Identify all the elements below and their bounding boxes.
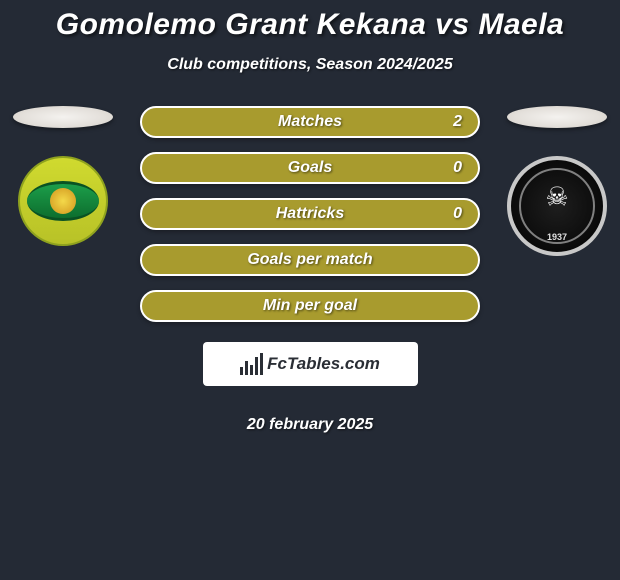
- comparison-body: Matches 2 Goals 0 Hattricks 0 Goals per …: [0, 106, 620, 434]
- stat-label: Goals: [288, 159, 332, 177]
- stat-label: Hattricks: [276, 205, 344, 223]
- subtitle: Club competitions, Season 2024/2025: [0, 56, 620, 74]
- club-badge-inner-icon: [27, 181, 99, 221]
- mamelodi-sundowns-badge: [18, 156, 108, 246]
- stat-value-right: 0: [453, 159, 462, 177]
- stat-value-right: 0: [453, 205, 462, 223]
- bars-icon: [240, 353, 263, 375]
- player-placeholder-left: [13, 106, 113, 128]
- stats-column: Matches 2 Goals 0 Hattricks 0 Goals per …: [118, 106, 502, 434]
- skull-crossbones-icon: ☠: [545, 181, 568, 212]
- brand-logo-text: FcTables.com: [267, 354, 380, 374]
- page-title: Gomolemo Grant Kekana vs Maela: [0, 0, 620, 42]
- club-founding-year: 1937: [547, 232, 567, 242]
- stat-label: Matches: [278, 113, 342, 131]
- date-text: 20 february 2025: [247, 416, 373, 434]
- stat-row-min-per-goal: Min per goal: [140, 290, 480, 322]
- left-player-column: [8, 106, 118, 246]
- right-player-column: ☠ 1937: [502, 106, 612, 256]
- stat-row-goals: Goals 0: [140, 152, 480, 184]
- stat-value-right: 2: [453, 113, 462, 131]
- stat-label: Min per goal: [263, 297, 357, 315]
- stat-row-hattricks: Hattricks 0: [140, 198, 480, 230]
- player-placeholder-right: [507, 106, 607, 128]
- stat-row-matches: Matches 2: [140, 106, 480, 138]
- stat-row-goals-per-match: Goals per match: [140, 244, 480, 276]
- orlando-pirates-badge: ☠ 1937: [507, 156, 607, 256]
- brand-logo[interactable]: FcTables.com: [203, 342, 418, 386]
- stat-label: Goals per match: [247, 251, 372, 269]
